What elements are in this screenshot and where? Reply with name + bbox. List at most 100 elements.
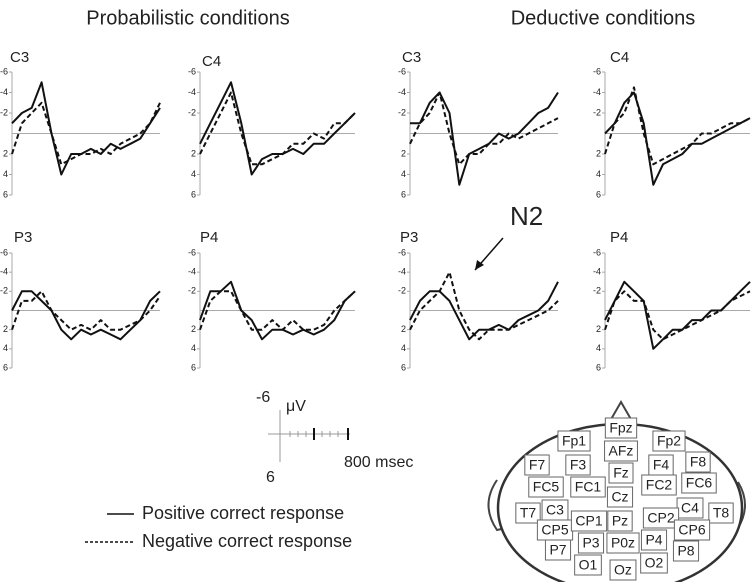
y-tick-label: -6 xyxy=(398,66,406,76)
y-tick-label: 4 xyxy=(596,169,601,179)
electrode: P8 xyxy=(672,540,700,562)
electrode: F3 xyxy=(565,454,591,476)
y-tick-label: 4 xyxy=(401,169,406,179)
y-tick-label: 6 xyxy=(401,362,406,372)
erp-panel: P4 -6 -4 -2 2 4 6 xyxy=(593,229,751,372)
y-tick-label: 4 xyxy=(191,169,196,179)
electrode-label: CP5 xyxy=(541,522,568,538)
electrode: FC5 xyxy=(528,476,564,498)
electrode-label: AFz xyxy=(609,443,634,459)
y-tick-label: -4 xyxy=(593,87,601,97)
electrode-box xyxy=(607,510,633,532)
erp-line xyxy=(410,91,559,186)
panel-title: P3 xyxy=(400,229,418,246)
erp-line xyxy=(604,91,751,186)
y-tick-label: 2 xyxy=(3,148,8,158)
erp-line xyxy=(11,81,161,176)
electrode-box xyxy=(608,462,634,484)
erp-panel: C4 -6 -4 -2 2 4 6 xyxy=(188,53,356,199)
legend-label: Positive correct response xyxy=(142,503,344,523)
electrode: P0z xyxy=(606,532,640,554)
electrode-label: P3 xyxy=(582,535,599,551)
y-tick-label: -2 xyxy=(0,286,8,296)
electrode-box xyxy=(606,532,640,554)
electrode-box xyxy=(673,519,711,541)
electrode: T8 xyxy=(708,502,734,524)
electrode-label: P4 xyxy=(645,532,662,548)
y-tick-label: -2 xyxy=(188,286,196,296)
scale-label: 6 xyxy=(266,469,275,486)
electrode-label: CP1 xyxy=(575,513,602,529)
electrode-box xyxy=(681,472,717,494)
electrode-label: FC2 xyxy=(646,477,673,493)
panel-title: P3 xyxy=(14,229,32,246)
y-tick-label: -4 xyxy=(593,267,601,277)
electrode: Pz xyxy=(607,510,633,532)
electrode-label: O2 xyxy=(645,555,664,571)
erp-line xyxy=(11,101,161,166)
electrode-box xyxy=(642,507,680,529)
y-tick-label: -4 xyxy=(398,267,406,277)
y-tick-label: -4 xyxy=(0,87,8,97)
electrode-box xyxy=(570,476,606,498)
panel-title: C4 xyxy=(202,53,221,70)
electrode-box xyxy=(609,559,637,581)
erp-line xyxy=(409,281,559,341)
legend: Positive correct response Negative corre… xyxy=(85,503,352,551)
y-tick-label: -6 xyxy=(593,66,601,76)
electrode: F8 xyxy=(685,451,711,473)
electrode-box xyxy=(515,502,541,524)
y-tick-label: -6 xyxy=(188,66,196,76)
electrode-label: T7 xyxy=(520,505,537,521)
y-tick-label: 6 xyxy=(596,189,601,199)
electrode-box xyxy=(570,510,608,532)
erp-panel: C3-6 -4 -2 2 4 6 xyxy=(398,49,559,199)
y-tick-label: 6 xyxy=(191,362,196,372)
electrode-label: F3 xyxy=(570,457,587,473)
electrode: P4 xyxy=(640,529,668,551)
electrode-label: CP6 xyxy=(678,522,705,538)
y-tick-label: 2 xyxy=(596,148,601,158)
erp-line xyxy=(199,280,356,341)
electrode: O1 xyxy=(574,554,602,576)
electrode-label: P8 xyxy=(677,543,694,559)
electrode: C4 xyxy=(676,497,704,519)
electrode: Fz xyxy=(608,462,634,484)
electrode-box xyxy=(641,474,677,496)
electrode-label: Oz xyxy=(614,562,632,578)
erp-panel: P3 -6 -4 -2 2 4 6 xyxy=(0,229,161,372)
y-tick-label: 6 xyxy=(401,189,406,199)
electrode: CP5 xyxy=(536,519,574,541)
electrode-label: F7 xyxy=(529,457,546,473)
electrode-label: FC1 xyxy=(575,479,602,495)
legend-label: Negative correct response xyxy=(142,531,352,551)
panel-title: P4 xyxy=(610,229,628,246)
electrode: CP1 xyxy=(570,510,608,532)
erp-panel: C3-6 -4 -2 2 4 6 xyxy=(0,49,161,199)
panel-title: C4 xyxy=(610,49,629,66)
electrode-box xyxy=(685,451,711,473)
erp-panel: C4 -6 -4 -2 2 4 6 xyxy=(593,49,751,199)
electrode: Fp2 xyxy=(652,430,686,452)
electrode-label: C4 xyxy=(681,500,699,516)
arrow-head xyxy=(475,260,484,270)
electrode: T7 xyxy=(515,502,541,524)
electrode-box xyxy=(604,440,638,462)
electrode: F7 xyxy=(524,454,550,476)
electrode-box xyxy=(565,454,591,476)
electrode-label: Cz xyxy=(611,489,628,505)
electrode-label: T8 xyxy=(713,505,730,521)
erp-line xyxy=(11,290,161,331)
electrode-box xyxy=(652,430,686,452)
electrode: CP6 xyxy=(673,519,711,541)
y-tick-label: 2 xyxy=(191,324,196,334)
erp-line xyxy=(604,86,751,166)
electrode: Fpz xyxy=(604,417,638,439)
scale-unit: μV xyxy=(286,398,306,415)
electrode: P3 xyxy=(577,532,605,554)
electrode-label: C3 xyxy=(546,502,564,518)
electrode-box xyxy=(708,502,734,524)
erp-line xyxy=(604,290,751,341)
electrode-label: Fz xyxy=(613,465,629,481)
